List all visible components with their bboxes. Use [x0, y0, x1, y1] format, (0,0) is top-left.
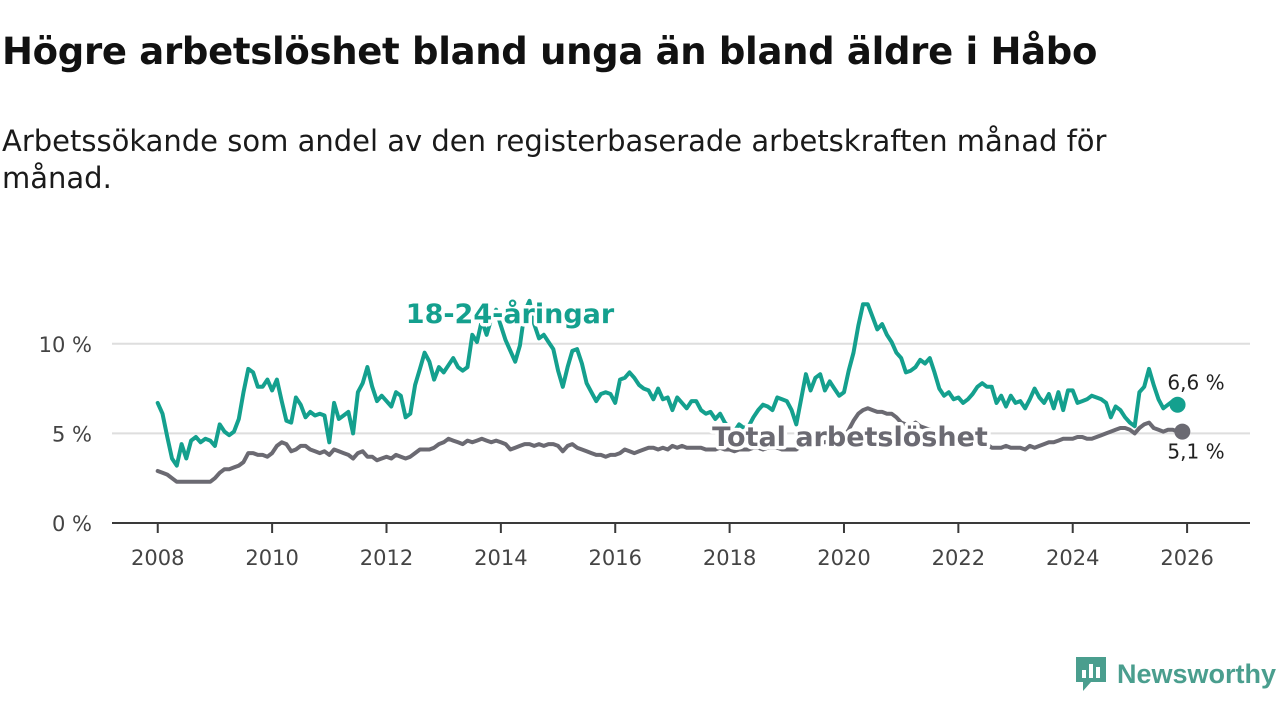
x-tick-label: 2018 [703, 546, 756, 570]
x-tick-label: 2026 [1160, 546, 1213, 570]
x-tick-label: 2024 [1046, 546, 1099, 570]
series-name-label: 18-24-åringar [406, 298, 615, 330]
end-value-label: 5,1 % [1167, 440, 1224, 464]
newsworthy-logo-icon [1075, 657, 1106, 691]
end-value-label: 6,6 % [1167, 371, 1224, 395]
x-tick-label: 2008 [131, 546, 184, 570]
end-point-marker [1174, 423, 1191, 440]
x-tick-label: 2020 [817, 546, 870, 570]
chart-subtitle: Arbetssökande som andel av den registerb… [2, 124, 1107, 195]
series-lines [155, 298, 1191, 484]
y-tick-label: 10 % [39, 333, 92, 357]
grid-lines: 0 % 5 % 10 % [39, 333, 1250, 536]
newsworthy-logo[interactable]: Newsworthy [1073, 654, 1276, 694]
series-name-label: Total arbetslöshet [712, 422, 988, 453]
x-tick-label: 2016 [589, 546, 642, 570]
y-tick-label: 5 % [52, 422, 92, 446]
series-line [155, 298, 1180, 468]
x-axis: 2008 2010 2012 2014 2016 2018 2020 2022 2024 2026 [112, 522, 1250, 570]
end-point-marker [1169, 396, 1186, 413]
series-labels: 6,6 % 5,1 % 18-24-åringar Total arbetslöshe… [402, 295, 1224, 464]
y-tick-label: 0 % [52, 512, 92, 536]
x-tick-label: 2022 [932, 546, 985, 570]
x-tick-label: 2010 [245, 546, 298, 570]
x-tick-label: 2014 [474, 546, 527, 570]
chart-title: Högre arbetslöshet bland unga än bland ä… [2, 30, 1098, 73]
series-line [155, 406, 1185, 484]
brand-name: Newsworthy [1116, 658, 1276, 689]
x-tick-label: 2012 [360, 546, 413, 570]
